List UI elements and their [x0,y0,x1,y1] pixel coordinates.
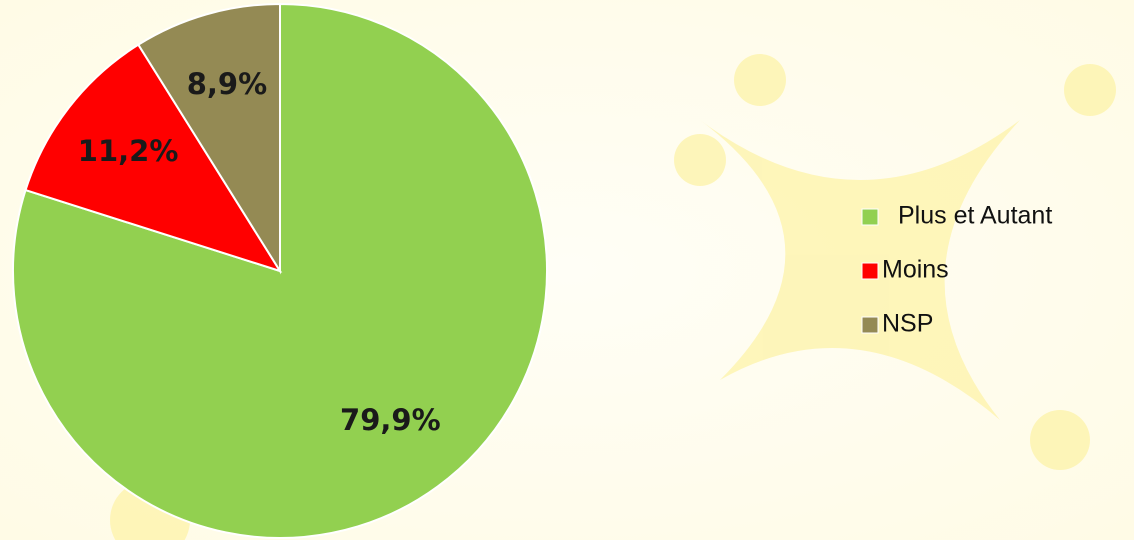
legend-label: Moins [882,256,949,284]
legend-swatch [861,316,879,334]
pie: 79,9% 11,2%8,9% [12,2,548,539]
pie-slice [24,43,283,273]
pie-slice [136,2,281,275]
data-label: 11,2% [78,134,179,168]
legend-label: NSP [882,310,933,338]
data-label: 79,9% [340,403,441,437]
legend-label: Plus et Autant [898,202,1052,230]
legend-swatch [861,208,879,226]
data-label: 8,9% [187,67,267,101]
legend: Plus et Autant Moins NSP [861,202,1052,338]
legend-swatch [861,262,879,280]
